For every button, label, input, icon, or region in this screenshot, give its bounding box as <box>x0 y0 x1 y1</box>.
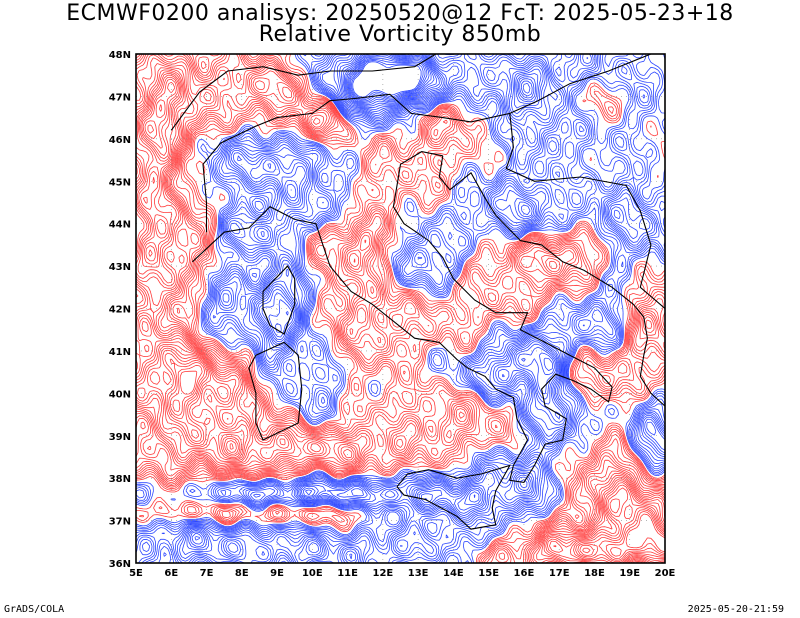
longitude-tick-label: 5E <box>129 568 143 579</box>
latitude-tick-label: 41N <box>109 347 131 358</box>
latitude-labels: 36N 37N 38N 39N 40N 41N 42N 43N 44N 45N 46N 47N 48N <box>109 50 131 570</box>
positive-vorticity-contour <box>136 71 665 563</box>
longitude-tick-label: 7E <box>200 568 214 579</box>
positive-vorticity-contour <box>172 370 665 557</box>
negative-vorticity-contour <box>190 54 657 560</box>
negative-vorticity-contour <box>186 54 665 563</box>
positive-vorticity-contour <box>136 54 665 563</box>
longitude-tick-label: 14E <box>443 568 464 579</box>
negative-vorticity-contour <box>350 59 426 100</box>
longitude-tick-label: 8E <box>235 568 249 579</box>
negative-vorticity-contour <box>268 54 555 503</box>
latitude-tick-label: 47N <box>109 92 131 103</box>
positive-vorticity-contour <box>136 54 665 563</box>
negative-vorticity-contour <box>136 54 665 563</box>
latitude-tick-label: 36N <box>109 559 131 570</box>
latitude-tick-label: 40N <box>109 389 131 400</box>
longitude-tick-label: 16E <box>514 568 535 579</box>
positive-vorticity-contour <box>141 76 665 563</box>
longitude-tick-label: 12E <box>372 568 393 579</box>
longitude-labels: 5E 6E 7E 8E 9E 10E 11E 12E 13E 14E 15E 16E 17E 18E 19E… <box>129 568 675 579</box>
negative-vorticity-contour <box>351 60 424 99</box>
longitude-tick-label: 6E <box>164 568 178 579</box>
footer-timestamp: 2025-05-20-21:59 <box>687 604 784 615</box>
latitude-tick-label: 44N <box>109 220 131 231</box>
negative-vorticity-contour <box>136 54 665 563</box>
italy-coastline <box>192 151 613 483</box>
positive-vorticity-contour <box>136 73 665 563</box>
chart-title: ECMWF0200 analisys: 20250520@12 FcT: 202… <box>66 1 734 26</box>
negative-vorticity-contour <box>136 54 665 563</box>
footer-credit: GrADS/COLA <box>4 604 65 615</box>
latitude-tick-label: 48N <box>109 50 131 61</box>
latitude-tick-label: 39N <box>109 432 131 443</box>
positive-vorticity-contour <box>136 67 665 563</box>
positive-vorticity-contour <box>142 78 665 563</box>
latitude-tick-label: 38N <box>109 474 131 485</box>
adriatic-inner-border <box>505 113 665 309</box>
longitude-tick-label: 13E <box>408 568 429 579</box>
corsica-coastline <box>262 265 296 335</box>
negative-vorticity-contour <box>136 54 665 563</box>
negative-vorticity-contour <box>275 54 553 498</box>
positive-vorticity-contour <box>136 54 665 563</box>
sardinia-coastline <box>248 341 303 441</box>
negative-vorticity-contour <box>188 54 665 562</box>
swiss-border <box>170 54 437 131</box>
negative-vorticity-contour <box>194 54 558 541</box>
positive-vorticity-contour <box>136 54 665 563</box>
vorticity-contours <box>136 54 665 563</box>
longitude-tick-label: 18E <box>584 568 605 579</box>
latitude-tick-label: 45N <box>109 177 131 188</box>
plot-frame <box>135 53 666 564</box>
positive-vorticity-contour <box>136 54 665 563</box>
longitude-tick-label: 19E <box>619 568 640 579</box>
negative-vorticity-contour <box>142 54 665 563</box>
balkan-coastline <box>438 155 665 407</box>
positive-vorticity-contour <box>136 54 665 563</box>
latitude-tick-label: 42N <box>109 305 131 316</box>
alps-border <box>202 54 652 233</box>
positive-vorticity-contour <box>144 81 665 561</box>
negative-vorticity-contour <box>348 56 531 103</box>
positive-vorticity-contour <box>137 74 665 563</box>
latitude-tick-label: 37N <box>109 517 131 528</box>
negative-vorticity-contour <box>136 54 665 563</box>
sicily-coastline <box>396 464 511 530</box>
positive-vorticity-contour <box>136 63 665 563</box>
negative-vorticity-contour <box>191 54 561 553</box>
graticule <box>136 54 665 563</box>
latitude-tick-label: 43N <box>109 262 131 273</box>
longitude-tick-label: 10E <box>302 568 323 579</box>
chart-subtitle: Relative Vorticity 850mb <box>258 22 542 47</box>
longitude-tick-label: 20E <box>655 568 676 579</box>
longitude-tick-label: 9E <box>270 568 284 579</box>
positive-vorticity-contour <box>147 104 665 560</box>
longitude-tick-label: 15E <box>478 568 499 579</box>
longitude-tick-label: 17E <box>549 568 570 579</box>
longitude-tick-label: 11E <box>337 568 358 579</box>
negative-vorticity-contour <box>139 54 665 563</box>
latitude-tick-label: 46N <box>109 135 131 146</box>
coastlines <box>170 54 665 530</box>
positive-vorticity-contour <box>136 54 665 563</box>
